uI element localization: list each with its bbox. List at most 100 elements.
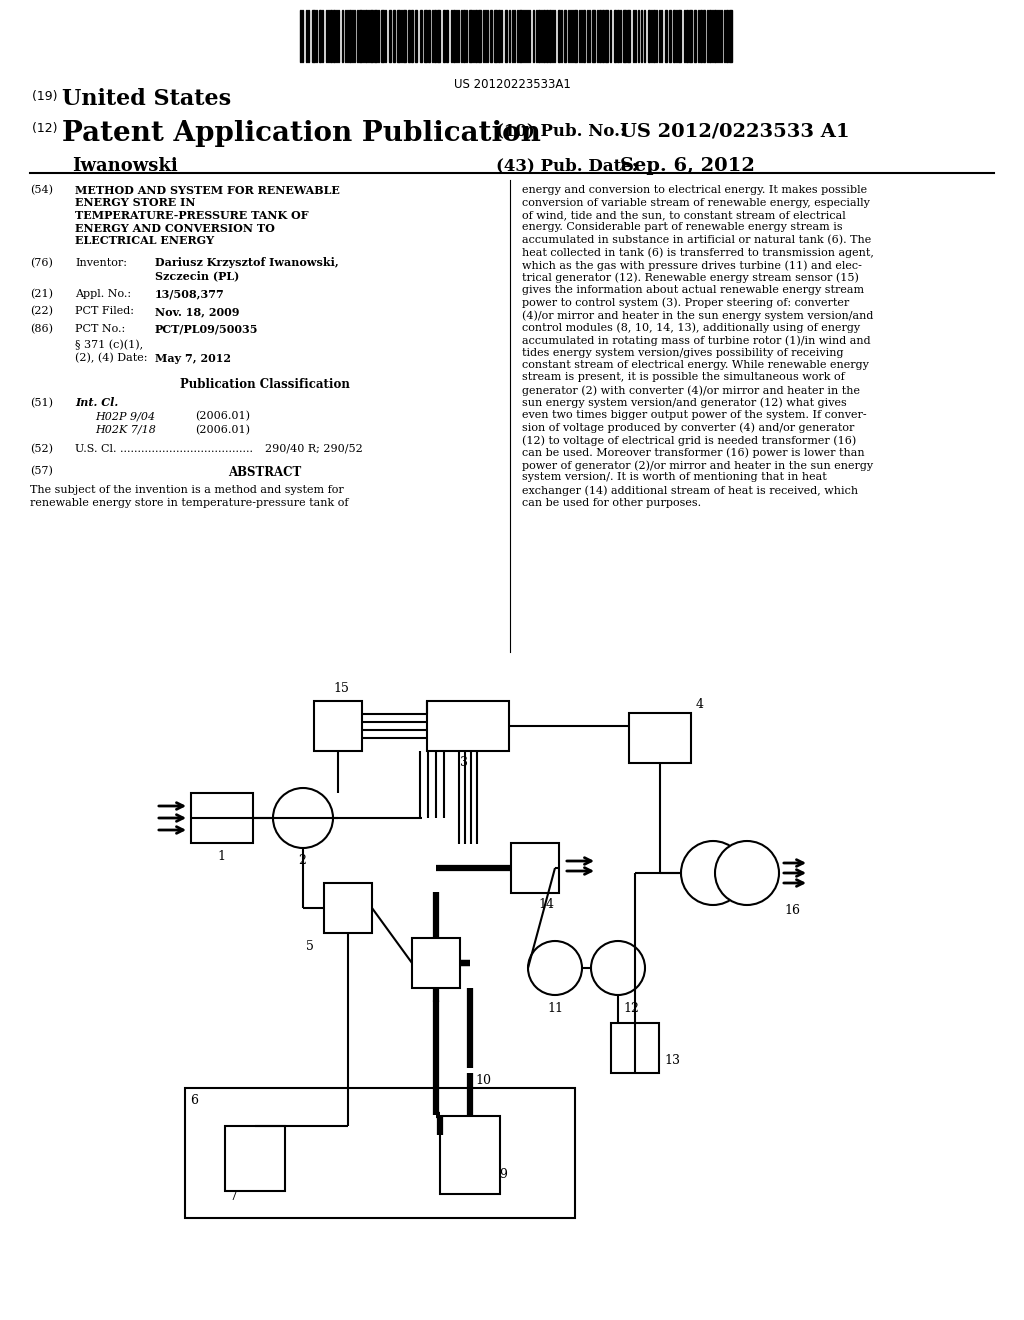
Text: generator (2) with converter (4)/or mirror and heater in the: generator (2) with converter (4)/or mirr… xyxy=(522,385,860,396)
Bar xyxy=(314,701,362,751)
Text: (52): (52) xyxy=(30,444,53,454)
Text: (54): (54) xyxy=(30,185,53,195)
Text: 10: 10 xyxy=(475,1073,490,1086)
Bar xyxy=(694,11,696,62)
Text: (2006.01): (2006.01) xyxy=(195,425,250,436)
Text: 11: 11 xyxy=(547,1002,563,1015)
Bar xyxy=(434,11,436,62)
Text: heat collected in tank (6) is transferred to transmission agent,: heat collected in tank (6) is transferre… xyxy=(522,248,873,259)
Bar xyxy=(558,11,560,62)
Text: (51): (51) xyxy=(30,397,53,408)
Text: 5: 5 xyxy=(306,940,314,953)
Text: Inventor:: Inventor: xyxy=(75,257,127,268)
Bar xyxy=(415,11,417,62)
Text: PCT No.:: PCT No.: xyxy=(75,323,125,334)
Text: conversion of variable stream of renewable energy, especially: conversion of variable stream of renewab… xyxy=(522,198,869,207)
Bar xyxy=(700,11,702,62)
Bar xyxy=(494,11,497,62)
Text: (43) Pub. Date:: (43) Pub. Date: xyxy=(496,157,638,174)
Text: 1: 1 xyxy=(217,850,225,862)
Bar xyxy=(333,11,335,62)
Text: US 2012/0223533 A1: US 2012/0223533 A1 xyxy=(620,121,850,140)
Bar xyxy=(349,11,351,62)
Bar xyxy=(427,701,509,751)
Bar xyxy=(424,11,427,62)
Text: METHOD AND SYSTEM FOR RENEWABLE: METHOD AND SYSTEM FOR RENEWABLE xyxy=(75,185,340,195)
Bar xyxy=(602,11,604,62)
Bar xyxy=(703,11,705,62)
Text: Sep. 6, 2012: Sep. 6, 2012 xyxy=(620,157,755,176)
Bar xyxy=(319,11,321,62)
Circle shape xyxy=(273,788,333,847)
Text: 4: 4 xyxy=(696,698,705,711)
Bar xyxy=(185,1088,575,1218)
Circle shape xyxy=(528,941,582,995)
Bar xyxy=(665,11,667,62)
Text: United States: United States xyxy=(62,88,231,110)
Text: can be used. Moreover transformer (16) power is lower than: can be used. Moreover transformer (16) p… xyxy=(522,447,864,458)
Text: Dariusz Krzysztof Iwanowski,: Dariusz Krzysztof Iwanowski, xyxy=(155,257,339,268)
Text: 9: 9 xyxy=(499,1168,507,1181)
Text: Iwanowski: Iwanowski xyxy=(72,157,178,176)
Text: gives the information about actual renewable energy stream: gives the information about actual renew… xyxy=(522,285,864,294)
Bar xyxy=(519,11,522,62)
Bar xyxy=(648,11,650,62)
Bar xyxy=(428,11,430,62)
Bar xyxy=(627,11,630,62)
Bar xyxy=(538,11,540,62)
Bar xyxy=(592,11,595,62)
Bar xyxy=(469,11,472,62)
Text: (2006.01): (2006.01) xyxy=(195,412,250,421)
Bar xyxy=(330,11,332,62)
Bar xyxy=(617,11,618,62)
Bar xyxy=(365,11,367,62)
Bar xyxy=(574,11,577,62)
Bar xyxy=(729,11,732,62)
Text: trical generator (12). Renewable energy stream sensor (15): trical generator (12). Renewable energy … xyxy=(522,272,859,282)
Text: energy. Considerable part of renewable energy stream is: energy. Considerable part of renewable e… xyxy=(522,223,843,232)
Text: Szczecin (PL): Szczecin (PL) xyxy=(155,271,240,281)
Text: ENERGY AND CONVERSION TO: ENERGY AND CONVERSION TO xyxy=(75,223,274,234)
Bar xyxy=(374,11,377,62)
Text: which as the gas with pressure drives turbine (11) and elec-: which as the gas with pressure drives tu… xyxy=(522,260,862,271)
Text: control modules (8, 10, 14, 13), additionally using of energy: control modules (8, 10, 14, 13), additio… xyxy=(522,322,860,333)
Bar xyxy=(614,11,616,62)
Text: (22): (22) xyxy=(30,306,53,317)
Bar xyxy=(490,11,492,62)
Text: sun energy system version/and generator (12) what gives: sun energy system version/and generator … xyxy=(522,397,847,408)
Bar xyxy=(389,11,391,62)
Circle shape xyxy=(591,941,645,995)
Bar xyxy=(408,11,410,62)
Text: 2: 2 xyxy=(298,854,306,867)
Bar xyxy=(686,11,688,62)
Text: May 7, 2012: May 7, 2012 xyxy=(155,352,231,363)
Text: renewable energy store in temperature-pressure tank of: renewable energy store in temperature-pr… xyxy=(30,498,348,507)
Text: ABSTRACT: ABSTRACT xyxy=(228,466,302,479)
Bar xyxy=(453,11,455,62)
Bar xyxy=(437,11,440,62)
Text: ENERGY STORE IN: ENERGY STORE IN xyxy=(75,198,196,209)
Bar xyxy=(443,11,445,62)
Bar xyxy=(629,713,691,763)
Bar xyxy=(599,11,601,62)
Bar xyxy=(549,11,551,62)
Text: 290/40 R; 290/52: 290/40 R; 290/52 xyxy=(265,444,362,454)
Text: (10) Pub. No.:: (10) Pub. No.: xyxy=(496,121,626,139)
Text: TEMPERATURE-PRESSURE TANK OF: TEMPERATURE-PRESSURE TANK OF xyxy=(75,210,308,220)
Bar xyxy=(475,11,477,62)
Text: sion of voltage produced by converter (4) and/or generator: sion of voltage produced by converter (4… xyxy=(522,422,854,433)
Text: PCT Filed:: PCT Filed: xyxy=(75,306,134,317)
Text: exchanger (14) additional stream of heat is received, which: exchanger (14) additional stream of heat… xyxy=(522,484,858,495)
Text: 13/508,377: 13/508,377 xyxy=(155,289,224,300)
Bar xyxy=(605,11,608,62)
Text: (12): (12) xyxy=(32,121,61,135)
Bar xyxy=(411,11,413,62)
Bar xyxy=(412,939,460,987)
Text: H02P 9/04: H02P 9/04 xyxy=(95,412,155,421)
Bar xyxy=(546,11,548,62)
Bar xyxy=(324,883,372,933)
Bar xyxy=(478,11,481,62)
Text: 15: 15 xyxy=(333,681,349,694)
Text: constant stream of electrical energy. While renewable energy: constant stream of electrical energy. Wh… xyxy=(522,360,869,370)
Bar xyxy=(397,11,400,62)
